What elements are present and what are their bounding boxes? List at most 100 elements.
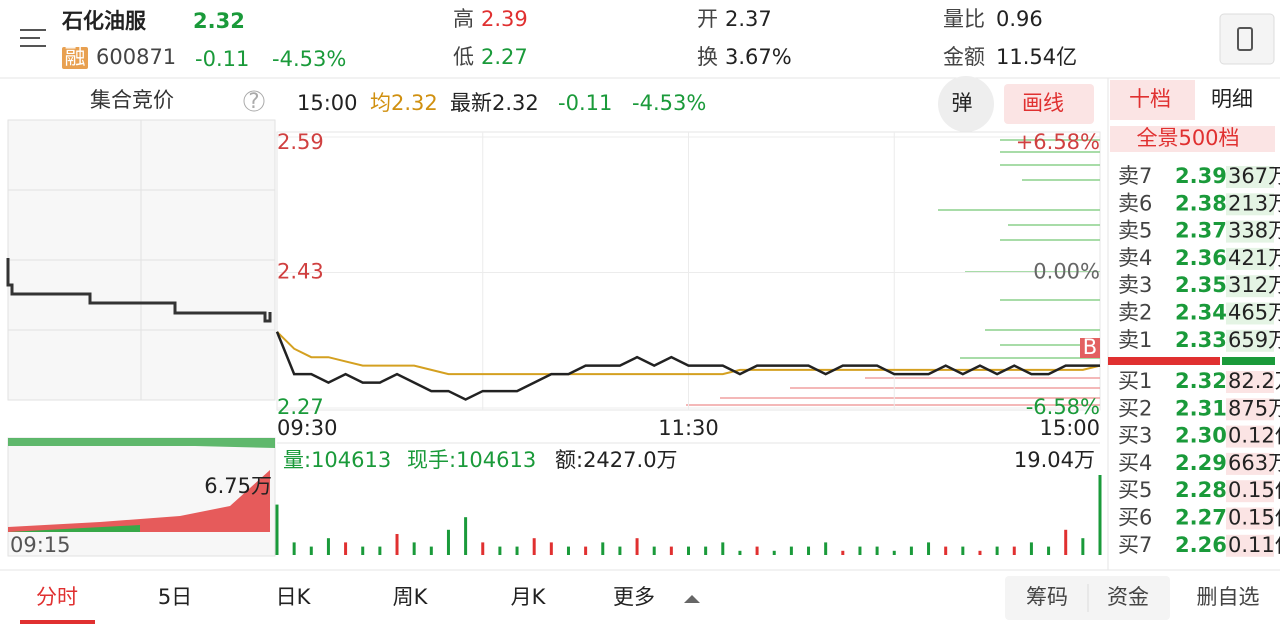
book-label[interactable]: 卖6 bbox=[1118, 191, 1152, 215]
book-price[interactable]: 2.32 bbox=[1175, 369, 1227, 393]
book-label[interactable]: 卖3 bbox=[1118, 273, 1152, 297]
volume-bar bbox=[395, 533, 399, 555]
book-price[interactable]: 2.35 bbox=[1175, 273, 1227, 297]
book-label[interactable]: 卖5 bbox=[1118, 219, 1152, 243]
book-label[interactable]: 买6 bbox=[1118, 506, 1152, 530]
volume-bar bbox=[481, 542, 485, 555]
bottom-tab[interactable]: 周K bbox=[393, 585, 429, 609]
book-label[interactable]: 卖1 bbox=[1118, 328, 1152, 352]
auction-volume-label: 6.75万 bbox=[204, 474, 272, 498]
volume-bar bbox=[584, 546, 588, 555]
book-volume-bg bbox=[1226, 398, 1274, 421]
popup-label: 弹 bbox=[952, 91, 973, 115]
book-price[interactable]: 2.29 bbox=[1175, 451, 1227, 475]
volume-bar bbox=[1081, 538, 1085, 555]
more-arrow[interactable] bbox=[684, 595, 700, 603]
book-label[interactable]: 卖2 bbox=[1118, 301, 1152, 325]
volume-bar bbox=[498, 546, 502, 555]
draw-button[interactable] bbox=[1004, 84, 1094, 124]
menu-icon[interactable] bbox=[20, 29, 46, 47]
panorama: 全景500档 bbox=[1136, 126, 1239, 150]
volume-bar bbox=[687, 546, 690, 555]
book-label[interactable]: 卖7 bbox=[1118, 164, 1152, 188]
action-button[interactable]: 资金 bbox=[1107, 585, 1149, 609]
book-volume: 0.15亿 bbox=[1228, 506, 1280, 530]
book-price[interactable]: 2.38 bbox=[1175, 191, 1227, 215]
stat-value: 0.96 bbox=[996, 7, 1043, 31]
volume-bar bbox=[446, 529, 450, 555]
y-tick-label: 2.27 bbox=[277, 395, 324, 419]
book-price[interactable]: 2.33 bbox=[1175, 328, 1227, 352]
panorama-bg[interactable] bbox=[1110, 126, 1275, 152]
book-volume: 82.2万 bbox=[1228, 369, 1280, 393]
book-label[interactable]: 买7 bbox=[1118, 533, 1152, 557]
volume-tick-label: 19.04万 bbox=[1014, 448, 1095, 472]
book-price[interactable]: 2.28 bbox=[1175, 478, 1227, 502]
bottom-tab[interactable]: 更多 bbox=[613, 585, 655, 609]
book-price[interactable]: 2.31 bbox=[1175, 396, 1227, 420]
book-volume-bg bbox=[1226, 425, 1274, 448]
book-tab[interactable]: 明细 bbox=[1211, 87, 1253, 111]
stat-label: 换 bbox=[697, 45, 718, 69]
bottom-tab[interactable]: 月K bbox=[511, 585, 547, 609]
volume-bar bbox=[601, 542, 605, 555]
book-volume-bg bbox=[1226, 275, 1274, 298]
device-icon bbox=[1237, 27, 1253, 51]
book-price[interactable]: 2.37 bbox=[1175, 219, 1227, 243]
book-price[interactable]: 2.30 bbox=[1175, 424, 1227, 448]
book-label[interactable]: 买5 bbox=[1118, 478, 1152, 502]
volume-bar bbox=[378, 546, 382, 555]
action-button[interactable]: 删自选 bbox=[1197, 585, 1260, 609]
book-volume: 421万 bbox=[1228, 246, 1280, 270]
tab-underline bbox=[20, 620, 95, 624]
volume-bar bbox=[1064, 529, 1068, 555]
volume-bar bbox=[841, 550, 845, 555]
device-button[interactable] bbox=[1219, 13, 1275, 65]
price-line bbox=[276, 331, 1101, 376]
volume-bar bbox=[858, 546, 862, 555]
bottom-tab[interactable]: 分时 bbox=[36, 585, 78, 609]
y-tick-label: 2.43 bbox=[277, 260, 324, 284]
book-label[interactable]: 买1 bbox=[1118, 369, 1152, 393]
book-price[interactable]: 2.34 bbox=[1175, 301, 1227, 325]
auction-title: 集合竞价 bbox=[90, 88, 174, 112]
auction-volume bbox=[8, 470, 270, 532]
bottom-tab[interactable]: 5日 bbox=[158, 585, 192, 609]
stock-price: 2.32 bbox=[193, 9, 245, 33]
stat-label: 量比 bbox=[943, 7, 985, 31]
book-label[interactable]: 买4 bbox=[1118, 451, 1152, 475]
book-volume-bg bbox=[1226, 247, 1274, 270]
book-label[interactable]: 卖4 bbox=[1118, 246, 1152, 270]
stat-value: 3.67% bbox=[725, 45, 792, 69]
help-icon[interactable] bbox=[243, 90, 265, 112]
popup-button[interactable] bbox=[938, 76, 994, 132]
book-volume-bg bbox=[1226, 452, 1274, 475]
book-volume-bg bbox=[1226, 534, 1274, 557]
book-label[interactable]: 买3 bbox=[1118, 424, 1152, 448]
book-label[interactable]: 买2 bbox=[1118, 396, 1152, 420]
book-volume: 338万 bbox=[1228, 219, 1280, 243]
info-change: -0.11 bbox=[558, 91, 612, 115]
volume-bar bbox=[1047, 546, 1051, 555]
volume-bar bbox=[618, 546, 622, 555]
book-price[interactable]: 2.39 bbox=[1175, 164, 1227, 188]
book-price[interactable]: 2.26 bbox=[1175, 533, 1227, 557]
action-button[interactable]: 筹码 bbox=[1026, 585, 1068, 609]
volume-bar bbox=[927, 542, 931, 555]
change: -0.11 bbox=[195, 47, 249, 71]
volume-bar bbox=[464, 517, 468, 555]
book-volume: 663万 bbox=[1228, 451, 1280, 475]
book-price[interactable]: 2.36 bbox=[1175, 246, 1227, 270]
book-volume: 875万 bbox=[1228, 396, 1280, 420]
book-price[interactable]: 2.27 bbox=[1175, 506, 1227, 530]
bottom-tab[interactable]: 日K bbox=[276, 585, 312, 609]
stat-value: 2.37 bbox=[725, 7, 772, 31]
stat-value: 2.39 bbox=[481, 7, 528, 31]
volume-bar bbox=[635, 538, 639, 555]
x-tick-label: 11:30 bbox=[658, 416, 719, 440]
buy-marker bbox=[1080, 338, 1100, 358]
book-volume-bg bbox=[1226, 220, 1274, 243]
book-tab[interactable]: 十档 bbox=[1129, 87, 1171, 111]
book-volume-bg bbox=[1226, 302, 1274, 325]
